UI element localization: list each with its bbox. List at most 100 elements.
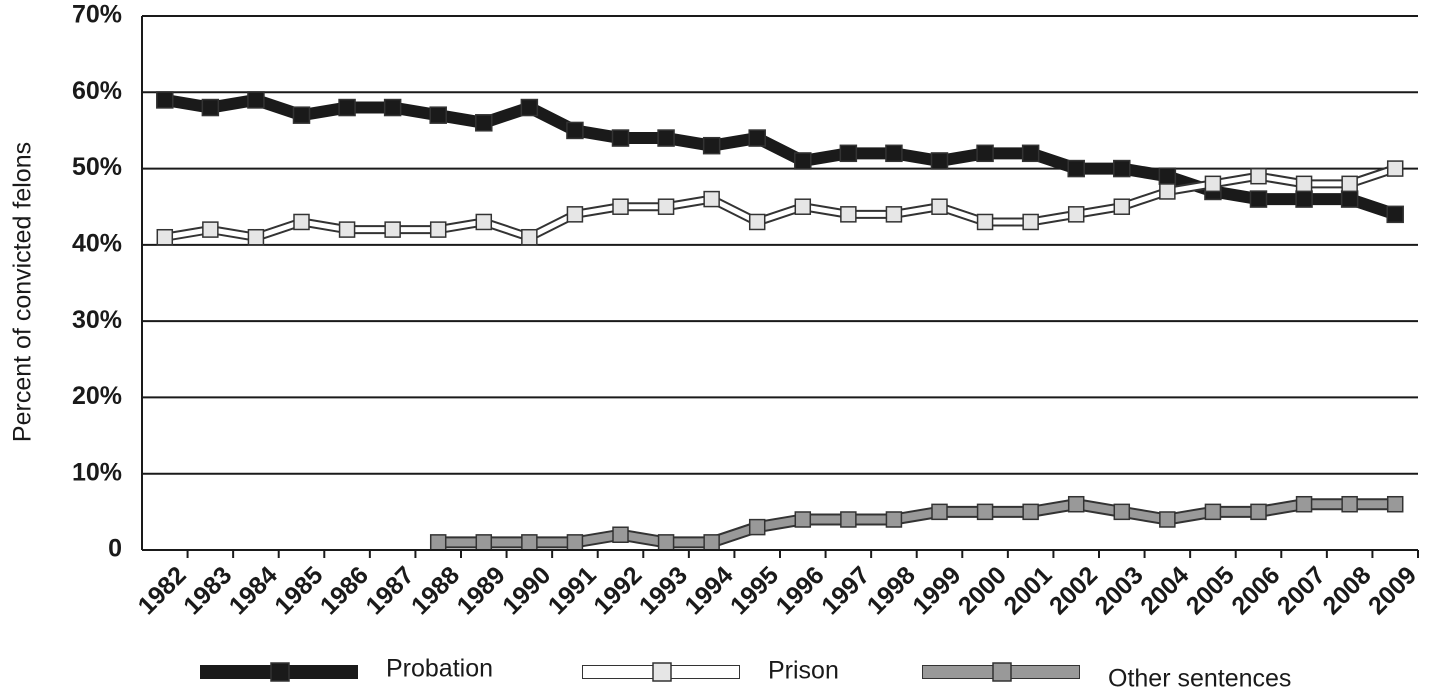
marker xyxy=(748,213,766,231)
marker xyxy=(247,91,265,109)
marker xyxy=(1340,190,1359,208)
marker xyxy=(1159,183,1176,200)
marker xyxy=(1022,503,1039,521)
series-line xyxy=(438,500,1396,547)
x-tick-label: 1992 xyxy=(588,561,647,620)
marker xyxy=(521,228,538,246)
marker xyxy=(748,518,766,536)
x-tick-label: 1982 xyxy=(133,561,192,620)
x-tick-label: 1989 xyxy=(452,561,511,620)
x-tick-label: 1985 xyxy=(269,561,328,620)
y-tick-label: 60% xyxy=(72,77,122,105)
marker xyxy=(1341,495,1358,513)
y-tick-label: 30% xyxy=(72,306,122,334)
marker xyxy=(521,534,538,551)
legend-marker xyxy=(652,662,672,682)
x-tick-label: 1996 xyxy=(771,561,830,620)
x-tick-label: 1993 xyxy=(634,561,693,620)
marker xyxy=(1022,213,1039,231)
marker xyxy=(383,98,402,117)
legend-label: Other sentences xyxy=(1108,665,1291,693)
marker xyxy=(156,91,174,109)
marker xyxy=(702,136,721,155)
marker xyxy=(976,213,994,231)
x-tick-label: 2002 xyxy=(1044,561,1103,620)
marker xyxy=(338,98,356,117)
marker xyxy=(1204,175,1222,193)
marker xyxy=(703,190,720,208)
marker xyxy=(202,221,219,238)
marker xyxy=(794,511,812,528)
y-tick-label: 70% xyxy=(72,1,122,29)
marker xyxy=(247,228,265,246)
marker xyxy=(930,152,949,170)
marker xyxy=(657,129,675,147)
marker xyxy=(475,114,493,132)
marker xyxy=(611,129,630,147)
x-tick-label: 1983 xyxy=(178,561,237,620)
marker xyxy=(885,206,903,223)
marker xyxy=(612,526,629,543)
marker xyxy=(1295,190,1313,208)
x-tick-label: 2007 xyxy=(1272,561,1331,620)
x-tick-label: 2003 xyxy=(1090,561,1149,620)
y-axis-label: Percent of convicted felons xyxy=(9,142,37,442)
marker xyxy=(520,98,539,117)
x-tick-label: 2004 xyxy=(1135,561,1194,620)
x-tick-label: 2006 xyxy=(1226,561,1285,620)
marker xyxy=(1021,144,1040,163)
marker xyxy=(885,144,903,163)
marker xyxy=(1204,503,1222,521)
marker xyxy=(1067,495,1085,513)
marker xyxy=(612,198,629,215)
x-tick-label: 1994 xyxy=(679,561,738,620)
legend-label: Probation xyxy=(386,655,493,683)
x-tick-label: 1998 xyxy=(862,561,921,620)
marker xyxy=(1295,175,1313,193)
marker xyxy=(566,206,584,223)
marker xyxy=(1250,503,1267,521)
marker xyxy=(156,228,174,246)
marker xyxy=(292,106,311,124)
y-tick-label: 50% xyxy=(72,153,122,181)
marker xyxy=(794,152,812,170)
x-tick-label: 1995 xyxy=(725,561,784,620)
marker xyxy=(657,198,675,215)
x-tick-label: 1988 xyxy=(406,561,465,620)
marker xyxy=(293,213,310,231)
marker xyxy=(1295,495,1313,513)
x-tick-label: 2000 xyxy=(953,561,1012,620)
marker xyxy=(885,511,903,528)
marker xyxy=(976,503,994,521)
marker xyxy=(657,534,675,551)
marker xyxy=(1386,205,1404,224)
x-tick-label: 1987 xyxy=(360,561,419,620)
marker xyxy=(1386,160,1404,177)
x-tick-label: 1986 xyxy=(315,561,374,620)
marker xyxy=(429,106,447,124)
legend-label: Prison xyxy=(768,657,839,685)
marker xyxy=(931,503,948,521)
marker xyxy=(840,206,857,223)
marker xyxy=(1341,175,1358,193)
x-tick-label: 2005 xyxy=(1181,561,1240,620)
marker xyxy=(1113,198,1131,215)
x-tick-label: 2009 xyxy=(1363,561,1422,620)
marker xyxy=(429,221,447,238)
marker xyxy=(1250,167,1267,185)
marker xyxy=(703,534,720,551)
marker xyxy=(1159,511,1176,528)
marker xyxy=(1113,503,1131,521)
marker xyxy=(1158,167,1177,185)
x-tick-label: 1997 xyxy=(816,561,875,620)
marker xyxy=(429,534,447,551)
legend-marker xyxy=(992,662,1012,682)
marker xyxy=(384,221,401,238)
x-tick-label: 2008 xyxy=(1317,561,1376,620)
marker xyxy=(201,98,220,117)
marker xyxy=(475,534,493,551)
marker xyxy=(748,129,766,147)
marker xyxy=(794,198,812,215)
marker xyxy=(1067,159,1085,178)
legend-marker xyxy=(270,662,290,682)
